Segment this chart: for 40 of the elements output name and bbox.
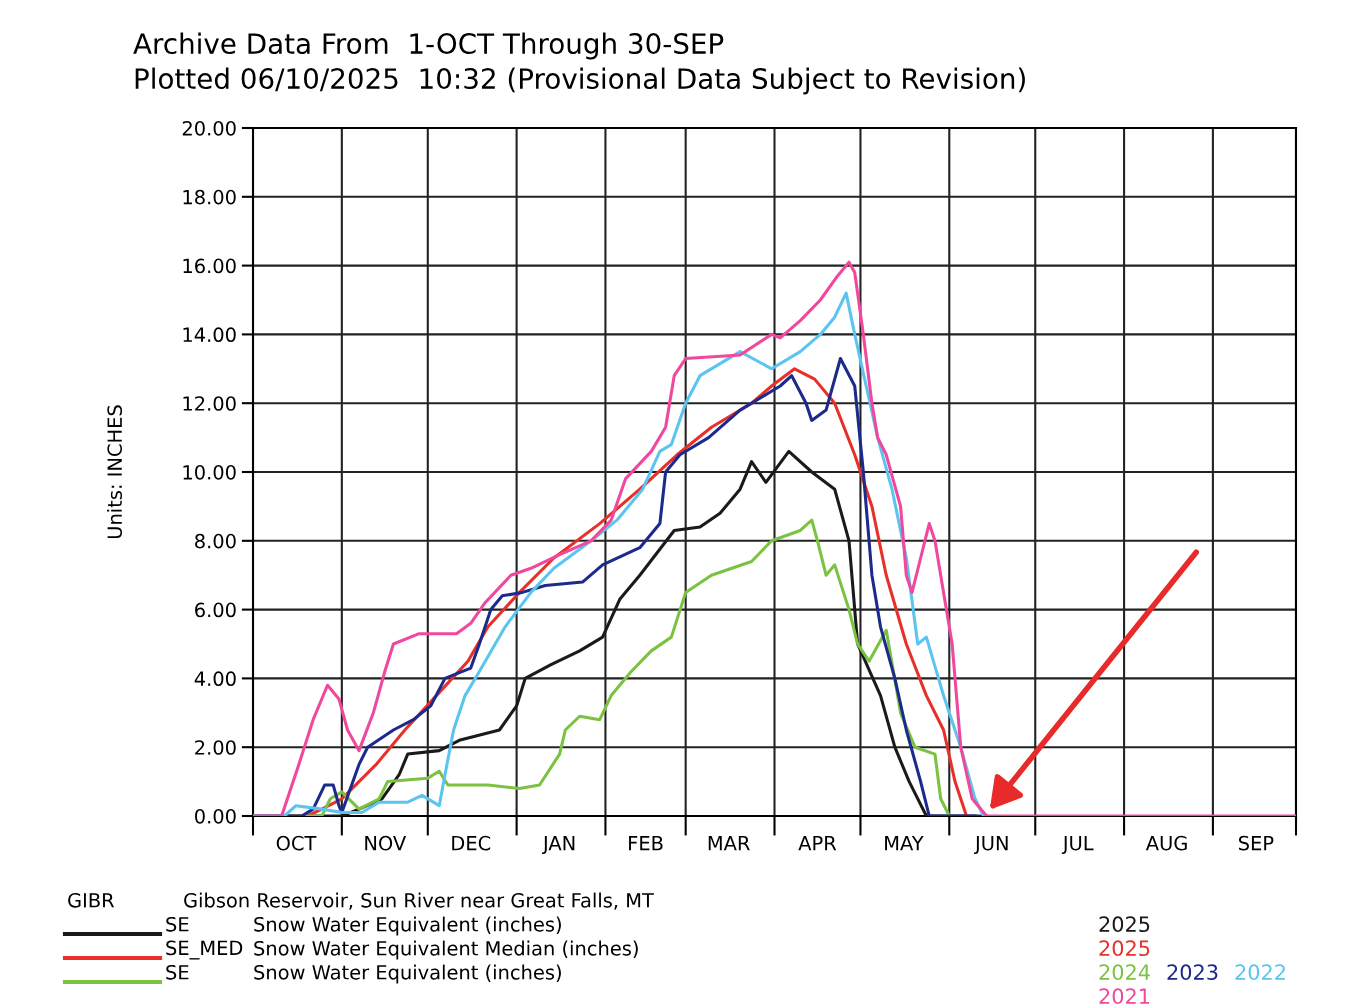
text: Gibson Reservoir, Sun River near Great Falls, MT — [184, 892, 654, 910]
x-tick-label: FEB — [629, 836, 663, 851]
y-tick-label: 12.00 — [183, 396, 236, 411]
text: GIBR — [68, 892, 115, 908]
y-tick-label: 10.00 — [183, 464, 236, 480]
x-tick-label: JUN — [974, 836, 1008, 855]
x-tick-label: APR — [798, 836, 837, 851]
y-tick-label: 0.00 — [195, 808, 236, 824]
y-tick-label: 6.00 — [195, 602, 236, 618]
y-tick-label: 4.00 — [194, 671, 236, 687]
y-tick-label: 14.00 — [183, 327, 236, 343]
x-tick-label: MAR — [708, 836, 750, 851]
x-tick-label: OCT — [276, 835, 317, 851]
x-tick-label: SEP — [1238, 835, 1274, 851]
chart-title: Archive Data From 1-OCT Through 30-SEP — [133, 32, 724, 60]
x-tick-label: JAN — [541, 836, 575, 855]
y-axis-title: Units: INCHES — [106, 405, 123, 539]
text: 2023 — [1167, 964, 1218, 981]
text: Snow Water Equivalent (inches) — [254, 916, 561, 936]
text: 2022 — [1235, 964, 1285, 981]
text: 2025 — [1099, 940, 1150, 957]
x-tick-label: AUG — [1145, 835, 1187, 851]
y-tick-label: 16.00 — [183, 258, 236, 274]
text: Snow Water Equivalent (inches) — [254, 964, 561, 984]
text: 2025 — [1099, 916, 1150, 933]
x-tick-label: MAY — [885, 836, 924, 851]
y-tick-label: 2.00 — [195, 740, 236, 755]
y-tick-label: 18.00 — [183, 189, 236, 205]
x-tick-label: JUL — [1061, 836, 1094, 855]
chart-subtitle: Plotted 06/10/2025 10:32 (Provisional Data Subject to Revision) — [135, 67, 1025, 95]
y-tick-label: 20.00 — [182, 120, 236, 136]
text: Snow Water Equivalent Median (inches) — [254, 940, 638, 960]
text: 2024 — [1099, 964, 1150, 981]
text: SE — [166, 964, 189, 980]
x-tick-label: NOV — [365, 835, 407, 851]
text: 2021 — [1099, 988, 1150, 1005]
text: SE — [166, 916, 189, 932]
y-tick-label: 8.00 — [195, 533, 236, 549]
x-tick-label: DEC — [452, 835, 491, 851]
text: SE_MED — [166, 940, 243, 960]
